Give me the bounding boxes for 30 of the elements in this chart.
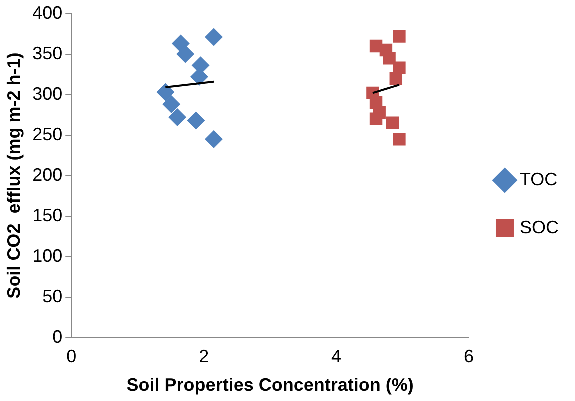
x-axis-title: Soil Properties Concentration (%)	[126, 375, 414, 396]
y-tick-label: 250	[32, 124, 63, 144]
point	[162, 96, 181, 114]
y-tick-label: 300	[32, 84, 63, 104]
point	[370, 112, 383, 126]
point	[205, 28, 224, 46]
point	[176, 45, 195, 64]
y-tick-label: 150	[32, 205, 63, 226]
y-tick-label: 0	[52, 326, 63, 347]
y-tick-label: 350	[32, 43, 63, 64]
point	[205, 130, 224, 148]
y-tick-label: 400	[32, 2, 63, 23]
point	[187, 112, 206, 130]
x-tick-label: 2	[199, 346, 210, 367]
y-tick-label: 200	[32, 164, 63, 185]
point	[393, 132, 406, 146]
y-tick-label: 100	[32, 246, 63, 266]
point	[386, 116, 400, 130]
point	[383, 52, 396, 65]
y-axis-title: Soil CO2 efflux (mg m-2 h-1)	[4, 52, 24, 299]
point	[393, 30, 406, 43]
point	[156, 83, 175, 102]
point	[390, 72, 403, 85]
x-tick-label: 6	[464, 346, 474, 367]
x-tick-label: 0	[66, 346, 77, 367]
x-tick-label: 4	[332, 346, 342, 367]
point	[168, 108, 187, 126]
legend-label: TOC	[520, 169, 558, 190]
legend-label: SOC	[520, 217, 560, 238]
y-tick-label: 50	[42, 286, 63, 306]
